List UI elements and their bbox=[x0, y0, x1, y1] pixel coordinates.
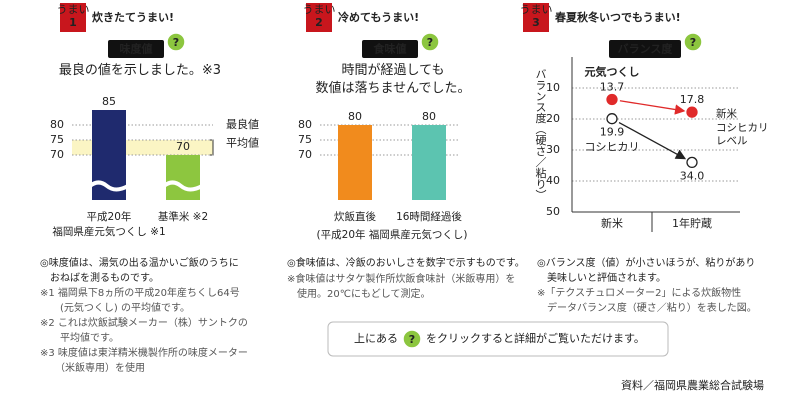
value-label: 19.9 bbox=[600, 126, 625, 139]
note: ※食味値はサタケ製作所炊飯食味計（米飯専用）を 使用。20℃にもどして測定。 bbox=[287, 274, 516, 300]
source: 資料／福岡県農業総合試験場 bbox=[621, 378, 764, 392]
y-axis-label: バランス度（硬さ／粘り） bbox=[534, 69, 547, 201]
y-tick-label: 50 bbox=[546, 205, 560, 218]
x-tick-label: 基準米 ※2 bbox=[157, 211, 209, 223]
x-tick-label: 1年貯蔵 bbox=[672, 216, 712, 230]
x-tick-label: 新米 bbox=[601, 216, 623, 230]
metric-pill bbox=[108, 40, 164, 58]
y-tick-label: 75 bbox=[298, 133, 312, 146]
series-name: 元気つくし bbox=[585, 64, 640, 78]
y-tick-label: 70 bbox=[298, 148, 312, 161]
bar bbox=[412, 125, 446, 200]
metric-label: バランス度 bbox=[618, 42, 674, 56]
note: ※2 これは炊飯試験メーカー（株）サントクの 平均値です。 bbox=[40, 318, 248, 344]
bar bbox=[166, 155, 200, 200]
badge-text: うまい bbox=[303, 3, 336, 16]
point bbox=[606, 93, 618, 106]
help-mark: ? bbox=[409, 333, 415, 346]
help-icon[interactable]: ? bbox=[166, 32, 186, 52]
value-label: 17.8 bbox=[680, 93, 705, 106]
badge bbox=[60, 3, 86, 32]
note: ◎バランス度（値）が小さいほうが、粘りがあり 美味しいと評価されます。 bbox=[537, 258, 756, 284]
value-label: 80 bbox=[348, 110, 362, 123]
axis-break bbox=[88, 180, 129, 192]
note: ◎味度値は、湯気の出る温かいご飯のうちに おねばを測るものです。 bbox=[40, 258, 239, 284]
panel-title: 春夏秋冬いつでもうまい! bbox=[555, 10, 681, 24]
y-tick-label: 20 bbox=[546, 112, 560, 125]
badge-number: 3 bbox=[532, 16, 540, 29]
level-note: 新米 コシヒカリ レベル bbox=[716, 108, 769, 148]
help-icon[interactable]: ? bbox=[402, 329, 422, 349]
x-axis-label: (平成20年 福岡県産元気つくし) bbox=[316, 229, 468, 241]
badge-number: 2 bbox=[315, 16, 323, 29]
help-icon[interactable]: ? bbox=[683, 32, 703, 52]
bar bbox=[338, 125, 372, 200]
axis-break bbox=[162, 180, 203, 192]
y-tick-label: 80 bbox=[50, 118, 64, 131]
band-bracket bbox=[209, 139, 214, 156]
value-label: 85 bbox=[102, 95, 116, 108]
badge-text: うまい bbox=[57, 3, 90, 16]
badge-text: うまい bbox=[520, 3, 553, 16]
badge-number: 1 bbox=[69, 16, 77, 29]
help-circle bbox=[402, 329, 422, 349]
band-label: 平均値 bbox=[226, 137, 259, 150]
x-tick-label: 平成20年 福岡県産元気つくし ※1 bbox=[52, 211, 166, 239]
badge bbox=[306, 3, 332, 32]
y-tick-label: 80 bbox=[298, 118, 312, 131]
value-label: 34.0 bbox=[680, 169, 705, 182]
metric-label: 味度値 bbox=[120, 42, 153, 56]
value-label: 70 bbox=[176, 140, 190, 153]
y-tick-label: 30 bbox=[546, 143, 560, 156]
reference-label: 最良値 bbox=[226, 117, 259, 131]
y-tick-label: 75 bbox=[50, 133, 64, 146]
y-tick-label: 70 bbox=[50, 148, 64, 161]
help-mark: ? bbox=[427, 36, 433, 49]
help-circle bbox=[166, 32, 186, 52]
value-label: 80 bbox=[422, 110, 436, 123]
help-mark: ? bbox=[173, 36, 179, 49]
panel-title: 炊きたてうまい! bbox=[92, 10, 174, 24]
point bbox=[606, 113, 618, 125]
series-line bbox=[619, 100, 686, 115]
series-name: コシヒカリ bbox=[585, 141, 640, 154]
footer-text: 上にある bbox=[354, 332, 398, 345]
footer-text: をクリックすると詳細がご覧いただけます。 bbox=[426, 331, 645, 345]
point bbox=[686, 106, 698, 118]
y-tick-label: 40 bbox=[546, 174, 560, 187]
metric-label: 食味値 bbox=[374, 42, 407, 56]
subtitle: 時間が経過しても 数値は落ちませんでした。 bbox=[315, 63, 471, 96]
series-line bbox=[618, 121, 687, 160]
note: ※3 味度値は東洋精米機製作所の味度メーター （米飯専用）を使用 bbox=[40, 348, 248, 374]
metric-pill bbox=[609, 40, 681, 58]
point bbox=[686, 156, 698, 169]
note: ※1 福岡県下8ヵ所の平成20年産ちくし64号 (元気つくし) の平均値です。 bbox=[40, 288, 240, 314]
value-label: 13.7 bbox=[600, 80, 625, 93]
x-tick-label: 炊飯直後 bbox=[334, 211, 376, 223]
note: ◎食味値は、冷飯のおいしさを数字で示すものです。 bbox=[287, 258, 525, 269]
metric-pill bbox=[362, 40, 418, 58]
help-mark: ? bbox=[690, 36, 696, 49]
help-icon[interactable]: ? bbox=[420, 32, 440, 52]
y-tick-label: 10 bbox=[546, 81, 560, 94]
bar bbox=[92, 110, 126, 200]
subtitle: 最良の値を示しました。※3 bbox=[58, 63, 222, 78]
badge bbox=[523, 3, 549, 32]
x-tick-label: 16時間経過後 bbox=[396, 211, 462, 223]
help-circle bbox=[420, 32, 440, 52]
help-circle bbox=[683, 32, 703, 52]
panel-title: 冷めてもうまい! bbox=[338, 10, 419, 24]
note: ※「テクスチュロメーター2」による炊飯物性 データバランス度（硬さ／粘り）を表し… bbox=[537, 288, 757, 314]
